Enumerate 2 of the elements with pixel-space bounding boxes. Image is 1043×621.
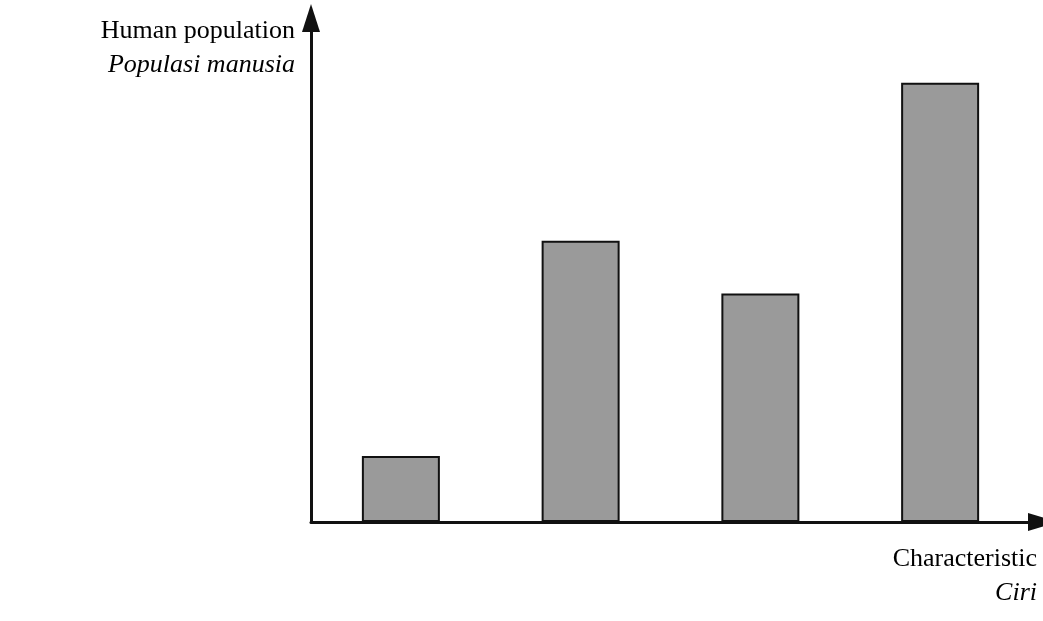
- x-axis-title: Characteristic Ciri: [892, 542, 1037, 606]
- y-axis-title: Human population Populasi manusia: [100, 14, 295, 78]
